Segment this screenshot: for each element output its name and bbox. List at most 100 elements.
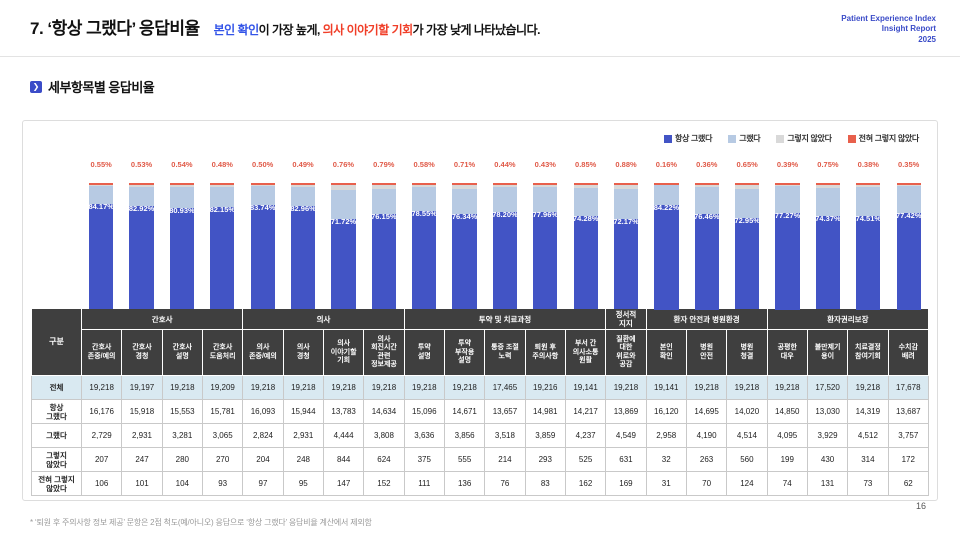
bar-segment-4 xyxy=(856,183,881,185)
report-brand: Patient Experience Index Insight Report … xyxy=(841,14,936,45)
subtitle-highlight-blue: 본인 확인 xyxy=(213,23,260,37)
chart-card: 항상 그랬다 그랬다 그렇지 않았다 전혀 그렇지 않았다 0.55% 84.17% 0.… xyxy=(22,120,938,501)
bar-top-percin-label: 0.88% xyxy=(615,160,637,169)
stacked-bar: 80.93% xyxy=(169,183,195,310)
column-header: 치료결정 참여기회 xyxy=(847,329,889,377)
table-cell: 74 xyxy=(766,471,808,497)
bar-segment-3 xyxy=(169,185,195,187)
table-cell: 207 xyxy=(80,447,123,473)
table-cell: 2,958 xyxy=(645,423,687,449)
stacked-bar: 76.15% xyxy=(371,183,397,309)
bar-segment-4 xyxy=(815,183,841,185)
bar-top-percin-label: 0.65% xyxy=(736,160,758,169)
table-cell: 147 xyxy=(322,471,365,497)
table-cell: 2,931 xyxy=(121,423,163,449)
table-cell: 13,657 xyxy=(484,399,526,425)
column-group-header: 정서적 지지 xyxy=(605,307,647,331)
bar-segment-3 xyxy=(896,185,921,187)
chart-bar-column: 0.48% 82.15% xyxy=(202,159,242,310)
table-cell: 14,850 xyxy=(766,399,808,425)
bar-segment-3 xyxy=(290,185,316,187)
chart-bar-column: 0.50% 83.74% xyxy=(243,159,283,310)
row-label: 항상 그랬다 xyxy=(31,399,82,425)
legend-swatch-icon xyxy=(776,134,785,143)
table-cell: 15,781 xyxy=(201,399,244,425)
column-header: 투약 부작용 설명 xyxy=(443,329,486,377)
bar-segment-1: 76.46% xyxy=(694,212,720,310)
table-cell: 555 xyxy=(443,447,486,473)
legend-item: 항상 그랬다 xyxy=(663,133,713,144)
section-title-row: ❯ 세부항목별 응답비율 xyxy=(30,77,960,96)
bar-segment-4 xyxy=(210,183,235,185)
table-cell: 104 xyxy=(161,471,203,497)
table-cell: 17,678 xyxy=(887,375,930,401)
table-cell: 162 xyxy=(564,471,607,497)
bar-segment-4 xyxy=(129,183,154,185)
table-cell: 172 xyxy=(887,447,930,473)
bar-segment-2 xyxy=(573,188,598,217)
table-cell: 13,030 xyxy=(806,399,849,425)
bar-segment-4 xyxy=(250,183,275,185)
table-cell: 15,944 xyxy=(282,399,324,425)
bar-segment-3 xyxy=(613,185,639,190)
bar-segment-1: 74.37% xyxy=(815,214,841,310)
legend-item-label: 항상 그랬다 xyxy=(674,134,713,143)
stacked-bar: 82.96% xyxy=(290,183,316,310)
bar-value-label: 84.17% xyxy=(88,202,114,212)
chart-bar-column: 0.36% 76.46% xyxy=(687,159,727,310)
table-cell: 19,218 xyxy=(726,375,768,401)
table-cell: 204 xyxy=(242,447,284,473)
bar-segment-1: 84.17% xyxy=(88,202,114,310)
bar-segment-3 xyxy=(331,185,356,191)
column-group-header: 투약 및 치료과정 xyxy=(403,307,607,331)
bar-value-label: 83.74% xyxy=(249,202,276,212)
table-cell: 15,918 xyxy=(121,399,163,425)
table-cell: 13,687 xyxy=(887,399,930,425)
bar-segment-1: 84.22% xyxy=(654,203,679,310)
bar-segment-3 xyxy=(775,185,800,187)
table-cell: 4,237 xyxy=(564,423,607,449)
chart-bar-column: 0.54% 80.93% xyxy=(162,159,202,310)
chart-bar-column: 0.49% 82.96% xyxy=(283,159,323,310)
table-cell: 14,695 xyxy=(685,399,728,425)
table-cell: 111 xyxy=(403,471,445,497)
section-title: 세부항목별 응답비율 xyxy=(48,80,155,95)
table-cell: 19,218 xyxy=(847,375,889,401)
bar-segment-1: 82.92% xyxy=(128,203,155,310)
bar-top-percin-label: 0.35% xyxy=(898,160,920,169)
subtitle-highlight-red: 의사 이야기할 기회 xyxy=(322,23,414,37)
chart-legend: 항상 그랬다 그랬다 그렇지 않았다 전혀 그렇지 않았다 xyxy=(663,133,919,144)
table-cell: 293 xyxy=(524,447,566,473)
table-cell: 3,518 xyxy=(484,423,526,449)
bar-top-percin-label: 0.44% xyxy=(494,160,516,169)
table-cell: 3,859 xyxy=(524,423,566,449)
row-label: 전혀 그렇지 않았다 xyxy=(31,471,82,497)
stacked-bar: 78.20% xyxy=(492,183,518,310)
table-cell: 16,120 xyxy=(645,399,687,425)
table-cell: 76 xyxy=(484,471,526,497)
bar-value-label: 82.92% xyxy=(128,203,155,213)
legend-swatch-icon xyxy=(847,134,856,143)
bar-segment-2 xyxy=(169,186,195,209)
bar-value-label: 74.37% xyxy=(815,214,841,224)
bar-segment-1: 77.27% xyxy=(774,210,801,310)
table-cell: 19,218 xyxy=(443,375,486,401)
bar-value-label: 72.17% xyxy=(613,216,639,226)
table-cell: 214 xyxy=(484,447,526,473)
bar-segment-3 xyxy=(89,185,114,187)
chart-bar-column: 0.16% 84.22% xyxy=(646,159,686,310)
table-cell: 4,514 xyxy=(726,423,768,449)
table-cell: 17,465 xyxy=(484,375,526,401)
column-header: 본인 확인 xyxy=(645,329,687,377)
bar-segment-2 xyxy=(412,187,437,212)
column-header: 의사 경청 xyxy=(282,329,324,377)
bar-segment-4 xyxy=(775,183,800,185)
bar-value-label: 72.95% xyxy=(734,215,760,225)
column-header: 공평한 대우 xyxy=(766,329,808,377)
column-group-header: 의사 xyxy=(242,307,405,331)
bar-value-label: 77.27% xyxy=(774,210,801,220)
legend-item: 그랬다 xyxy=(728,133,761,144)
stacked-bar: 83.74% xyxy=(249,183,276,310)
stacked-bar: 77.27% xyxy=(774,183,801,310)
bar-segment-1: 76.34% xyxy=(452,212,477,310)
